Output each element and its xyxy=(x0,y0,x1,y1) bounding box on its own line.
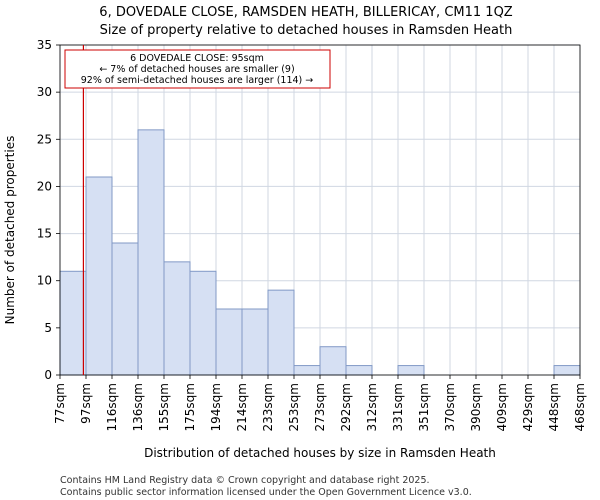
marker: 6 DOVEDALE CLOSE: 95sqm← 7% of detached … xyxy=(64,45,331,375)
bar xyxy=(59,270,87,376)
x-tick-label: 331sqm xyxy=(391,383,405,431)
y-tick-label: 10 xyxy=(37,274,52,288)
chart-subtitle: Size of property relative to detached ho… xyxy=(100,23,513,38)
x-tick-label: 448sqm xyxy=(547,383,561,431)
x-tick-label: 312sqm xyxy=(365,383,379,431)
x-tick-label: 136sqm xyxy=(131,383,145,431)
footer-licence: Contains public sector information licen… xyxy=(60,487,472,498)
x-tick-label: 390sqm xyxy=(469,383,483,431)
bar xyxy=(293,365,321,376)
bar xyxy=(319,346,347,376)
x-tick-label: 292sqm xyxy=(339,383,353,431)
x-tick-label: 273sqm xyxy=(313,383,327,431)
y-tick-label: 20 xyxy=(37,179,52,193)
bar xyxy=(241,308,269,376)
x-tick-label: 253sqm xyxy=(287,383,301,431)
annotation-line: 6 DOVEDALE CLOSE: 95sqm xyxy=(130,53,264,64)
y-tick-label: 0 xyxy=(44,368,52,382)
annotation-box: 6 DOVEDALE CLOSE: 95sqm← 7% of detached … xyxy=(64,49,331,89)
x-tick-label: 370sqm xyxy=(443,383,457,431)
x-tick-label: 409sqm xyxy=(495,383,509,431)
x-tick-label: 175sqm xyxy=(183,383,197,431)
x-tick-label: 155sqm xyxy=(157,383,171,431)
y-axis: 0 5 10 15 20 25 30 35 xyxy=(37,38,60,382)
chart-title: 6, DOVEDALE CLOSE, RAMSDEN HEATH, BILLER… xyxy=(99,5,512,20)
bar xyxy=(163,261,191,376)
annotation-border xyxy=(64,49,331,89)
y-tick-label: 25 xyxy=(37,132,52,146)
annotation-line: ← 7% of detached houses are smaller (9) xyxy=(99,64,294,75)
x-tick-label: 351sqm xyxy=(417,383,431,431)
x-axis-label: Distribution of detached houses by size … xyxy=(144,446,496,460)
y-tick-label: 35 xyxy=(37,38,52,52)
x-tick-label: 233sqm xyxy=(261,383,275,431)
bar xyxy=(189,270,217,376)
y-tick-label: 15 xyxy=(37,227,52,241)
bar xyxy=(215,308,243,376)
bar xyxy=(553,365,581,376)
bar xyxy=(137,129,165,376)
bar xyxy=(111,242,139,376)
y-tick-label: 30 xyxy=(37,85,52,99)
bars xyxy=(59,129,581,376)
bar xyxy=(267,289,295,376)
annotation-line: 92% of semi-detached houses are larger (… xyxy=(81,75,314,86)
y-tick-label: 5 xyxy=(44,321,52,335)
bar xyxy=(85,176,113,376)
footer-copyright: Contains HM Land Registry data © Crown c… xyxy=(60,475,430,486)
x-tick-label: 97sqm xyxy=(79,383,93,424)
x-tick-label: 429sqm xyxy=(521,383,535,431)
x-tick-label: 214sqm xyxy=(235,383,249,431)
y-axis-label: Number of detached properties xyxy=(3,136,17,325)
x-tick-label: 116sqm xyxy=(105,383,119,431)
x-tick-label: 194sqm xyxy=(209,383,223,431)
x-tick-label: 468sqm xyxy=(573,383,587,431)
x-axis: 77sqm 97sqm 116sqm 136sqm 155sqm 175sqm 194sqm… xyxy=(53,375,587,431)
bar xyxy=(345,365,373,376)
bar xyxy=(397,365,425,376)
x-tick-label: 77sqm xyxy=(53,383,67,424)
